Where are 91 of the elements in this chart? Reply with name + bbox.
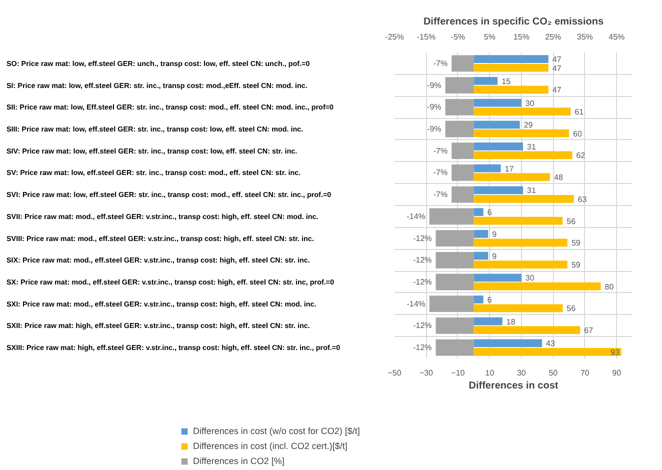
x-tick-label: 50 [548,368,558,378]
x2-axis-title: Differences in specific CO₂ emissions [423,16,604,28]
data-label: 47 [552,64,562,73]
bar [474,76,498,85]
data-label: 31 [527,186,536,196]
data-label: -12% [413,321,432,330]
bar [474,296,484,304]
bar [474,108,571,116]
legend-label: Differences in cost (incl. CO2 cert.)[$/t] [193,441,348,451]
data-label: 80 [604,282,614,292]
x2-tick-label: 15% [513,32,530,42]
data-label: -7% [433,190,448,200]
data-label: -14% [406,212,426,221]
bar [474,129,570,138]
data-label: 62 [576,151,586,160]
x-tick-label: −50 [388,368,402,378]
bar [474,151,572,160]
x2-tick-label: -15% [416,32,436,42]
bar [474,348,622,356]
data-label: -9% [427,80,442,90]
data-label: 6 [487,295,492,304]
bar [474,173,550,182]
data-label: 56 [566,216,576,226]
bar [474,238,568,247]
data-label: 18 [506,317,516,326]
bar [474,186,524,194]
bar [474,216,563,225]
x-tick-label: −30 [419,368,434,378]
bar [474,164,501,172]
data-label: 30 [525,274,535,283]
bar [474,230,488,238]
data-label: 63 [578,194,588,204]
data-label: 48 [554,173,564,182]
bar [474,98,522,107]
bar [474,120,520,129]
data-label: -7% [433,146,448,156]
bar [474,260,568,268]
x-tick-label: 70 [580,368,590,378]
data-label: 59 [571,238,581,248]
data-label: 43 [546,339,556,348]
data-label: 59 [571,260,581,270]
x2-tick-label: 35% [576,32,593,42]
data-label: -12% [413,343,432,352]
x-tick-label: −10 [451,368,466,378]
data-label: 15 [502,76,512,86]
data-label: -7% [433,168,448,178]
bar [474,86,548,94]
x2-tick-label: 25% [545,32,562,42]
bar [474,326,580,334]
x2-tick-label: 5% [484,32,496,42]
x2-tick-label: -5% [450,32,466,42]
bar [474,317,502,326]
x-tick-label: 30 [516,368,526,378]
bar [474,195,574,203]
bar [474,142,524,150]
data-label: 9 [492,230,498,239]
data-label: 47 [552,86,562,95]
x-axis-title: Differences in cost [468,380,559,392]
data-label: 67 [584,326,594,336]
data-label: 31 [527,142,536,152]
data-label: -9% [427,102,442,112]
bar [474,208,484,216]
data-label: 47 [552,55,562,64]
data-label: -7% [433,58,448,68]
bar [474,282,601,290]
data-label: -12% [413,234,432,243]
bar [474,55,548,63]
data-label: 61 [574,108,584,117]
bar [474,64,548,72]
x2-tick-label: -25% [385,32,404,42]
x-tick-label: 90 [612,368,622,378]
x-tick-label: 10 [485,368,495,378]
data-label: -14% [406,299,426,308]
data-label: 30 [525,98,535,108]
bar [474,339,542,348]
legend-label: Differences in CO2 [%] [193,456,284,466]
bar [474,274,522,282]
data-label: 93 [610,348,620,357]
x2-tick-label: 45% [608,32,625,42]
data-label: 9 [492,252,498,261]
bar [474,252,488,260]
data-label: 29 [524,120,534,130]
data-label: -9% [427,124,442,134]
data-label: 17 [504,164,514,174]
data-label: 6 [487,208,492,218]
data-label: -12% [413,256,432,265]
data-label: 56 [566,304,576,314]
bar [474,304,563,312]
legend-label: Differences in cost (w/o cost for CO2) [$/t] [193,426,360,436]
data-label: 60 [573,129,582,138]
data-label: -12% [413,278,432,286]
